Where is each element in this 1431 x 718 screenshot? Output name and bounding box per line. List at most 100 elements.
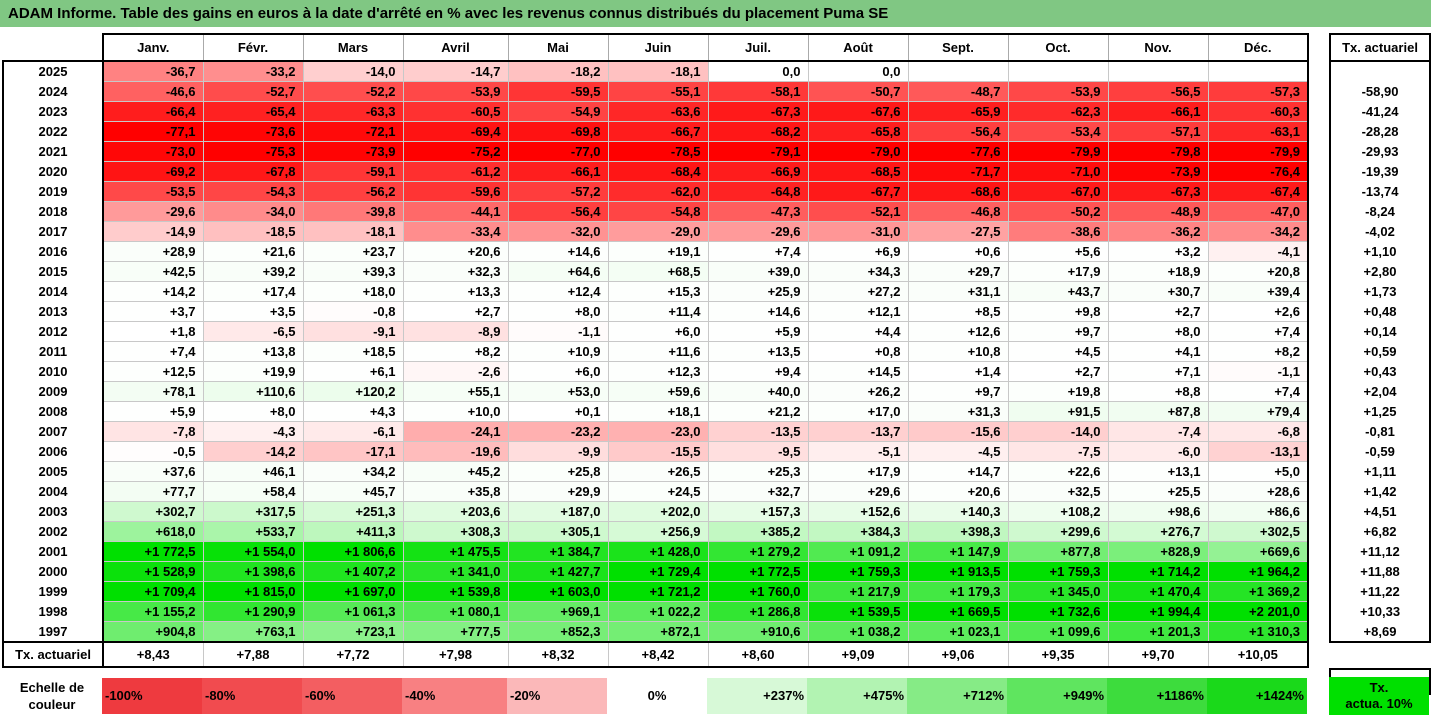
legend-step: -20% (507, 678, 607, 714)
value-cell: -4,3 (202, 421, 303, 442)
rate-row: +2,80 (1329, 261, 1431, 282)
value-cell: +12,3 (607, 361, 708, 382)
value-cell: -55,1 (607, 81, 708, 102)
value-cell: +25,9 (707, 281, 808, 302)
value-cell: +77,7 (102, 481, 203, 502)
value-cell: +385,2 (707, 521, 808, 542)
value-cell: +17,0 (807, 401, 908, 422)
value-cell: +411,3 (302, 521, 403, 542)
value-cell: +13,3 (402, 281, 508, 302)
rate-row: +6,82 (1329, 521, 1431, 542)
value-cell: -53,4 (1007, 121, 1108, 142)
value-cell: +1 669,5 (907, 601, 1008, 622)
value-cell: -63,3 (302, 101, 403, 122)
value-cell: -60,5 (402, 101, 508, 122)
value-cell: -77,6 (907, 141, 1008, 162)
value-cell: -66,4 (102, 101, 203, 122)
value-cell: -8,9 (402, 321, 508, 342)
month-header: Févr. (202, 33, 303, 62)
rate-cell: +11,12 (1329, 541, 1431, 562)
value-cell: +7,4 (707, 241, 808, 262)
value-cell: +31,1 (907, 281, 1008, 302)
rate-row: -4,02 (1329, 221, 1431, 242)
value-cell: -57,3 (1207, 81, 1309, 102)
value-cell: -59,1 (302, 161, 403, 182)
value-cell: -73,9 (1107, 161, 1208, 182)
value-cell: -66,1 (1107, 101, 1208, 122)
value-cell: +25,3 (707, 461, 808, 482)
value-cell: +29,9 (507, 481, 608, 502)
value-cell: +19,9 (202, 361, 303, 382)
value-cell: +18,1 (607, 401, 708, 422)
value-cell: +40,0 (707, 381, 808, 402)
rate-row: -28,28 (1329, 121, 1431, 142)
value-cell: +120,2 (302, 381, 403, 402)
value-cell: +1,8 (102, 321, 203, 342)
value-cell: -54,9 (507, 101, 608, 122)
value-cell: +202,0 (607, 501, 708, 522)
value-cell: +12,5 (102, 361, 203, 382)
value-cell: +8,2 (1207, 341, 1309, 362)
year-cell: 2007 (2, 421, 104, 442)
value-cell: +13,5 (707, 341, 808, 362)
value-cell: +53,0 (507, 381, 608, 402)
rate-row: -58,90 (1329, 81, 1431, 102)
value-cell: +9,7 (907, 381, 1008, 402)
rate-cell: +2,04 (1329, 381, 1431, 402)
table-row: 2010 +12,5 +19,9 +6,1 -2,6 +6,0 +12,3 +9,4 +14,5… (2, 361, 1309, 382)
value-cell: +7,4 (1207, 321, 1309, 342)
value-cell: +1 759,3 (1007, 561, 1108, 582)
legend-step: 0% (607, 678, 707, 714)
value-cell: -15,5 (607, 441, 708, 462)
month-header: Janv. (102, 33, 203, 62)
rate-row: +11,88 (1329, 561, 1431, 582)
value-cell: +969,1 (507, 601, 608, 622)
value-cell: +8,0 (1107, 321, 1208, 342)
table-row: 2019 -53,5 -54,3 -56,2 -59,6 -57,2 -62,0 -64,8-… (2, 181, 1309, 202)
value-cell: +2,7 (402, 301, 508, 322)
value-cell: -75,2 (402, 141, 508, 162)
value-cell: -5,1 (807, 441, 908, 462)
value-cell: +872,1 (607, 621, 708, 643)
rate-row: +11,22 (1329, 581, 1431, 602)
value-cell: +13,8 (202, 341, 303, 362)
value-cell: +15,3 (607, 281, 708, 302)
value-cell: +1 470,4 (1107, 581, 1208, 602)
value-cell (1007, 60, 1108, 82)
value-cell: -7,8 (102, 421, 203, 442)
value-cell: +9,4 (707, 361, 808, 382)
value-cell: -18,1 (607, 60, 708, 82)
value-cell: +17,9 (1007, 261, 1108, 282)
value-cell: +25,8 (507, 461, 608, 482)
value-cell: -7,5 (1007, 441, 1108, 462)
value-cell: -47,3 (707, 201, 808, 222)
year-cell: 2017 (2, 221, 104, 242)
value-cell: +0,8 (807, 341, 908, 362)
value-cell: +59,6 (607, 381, 708, 402)
value-cell: -68,6 (907, 181, 1008, 202)
value-cell: -62,0 (607, 181, 708, 202)
rate-row (1329, 61, 1431, 82)
value-cell: +39,2 (202, 261, 303, 282)
value-cell: +877,8 (1007, 541, 1108, 562)
value-cell: -77,0 (507, 141, 608, 162)
value-cell: -59,5 (507, 81, 608, 102)
value-cell: +21,2 (707, 401, 808, 422)
month-header: Nov. (1107, 33, 1208, 62)
value-cell: +18,5 (302, 341, 403, 362)
value-cell: -79,8 (1107, 141, 1208, 162)
value-cell: -18,5 (202, 221, 303, 242)
value-cell: -14,9 (102, 221, 203, 242)
value-cell: -65,4 (202, 101, 303, 122)
actuarial-value: +10,05 (1207, 642, 1309, 668)
value-cell: -63,6 (607, 101, 708, 122)
value-cell: -61,2 (402, 161, 508, 182)
value-cell (1207, 60, 1309, 82)
value-cell: -14,7 (402, 60, 508, 82)
value-cell: -79,9 (1007, 141, 1108, 162)
rate-cell: -0,59 (1329, 441, 1431, 462)
value-cell: -48,9 (1107, 201, 1208, 222)
rate-row: +1,10 (1329, 241, 1431, 262)
rate-cell: +6,82 (1329, 521, 1431, 542)
actuarial-value: +9,06 (907, 642, 1008, 668)
